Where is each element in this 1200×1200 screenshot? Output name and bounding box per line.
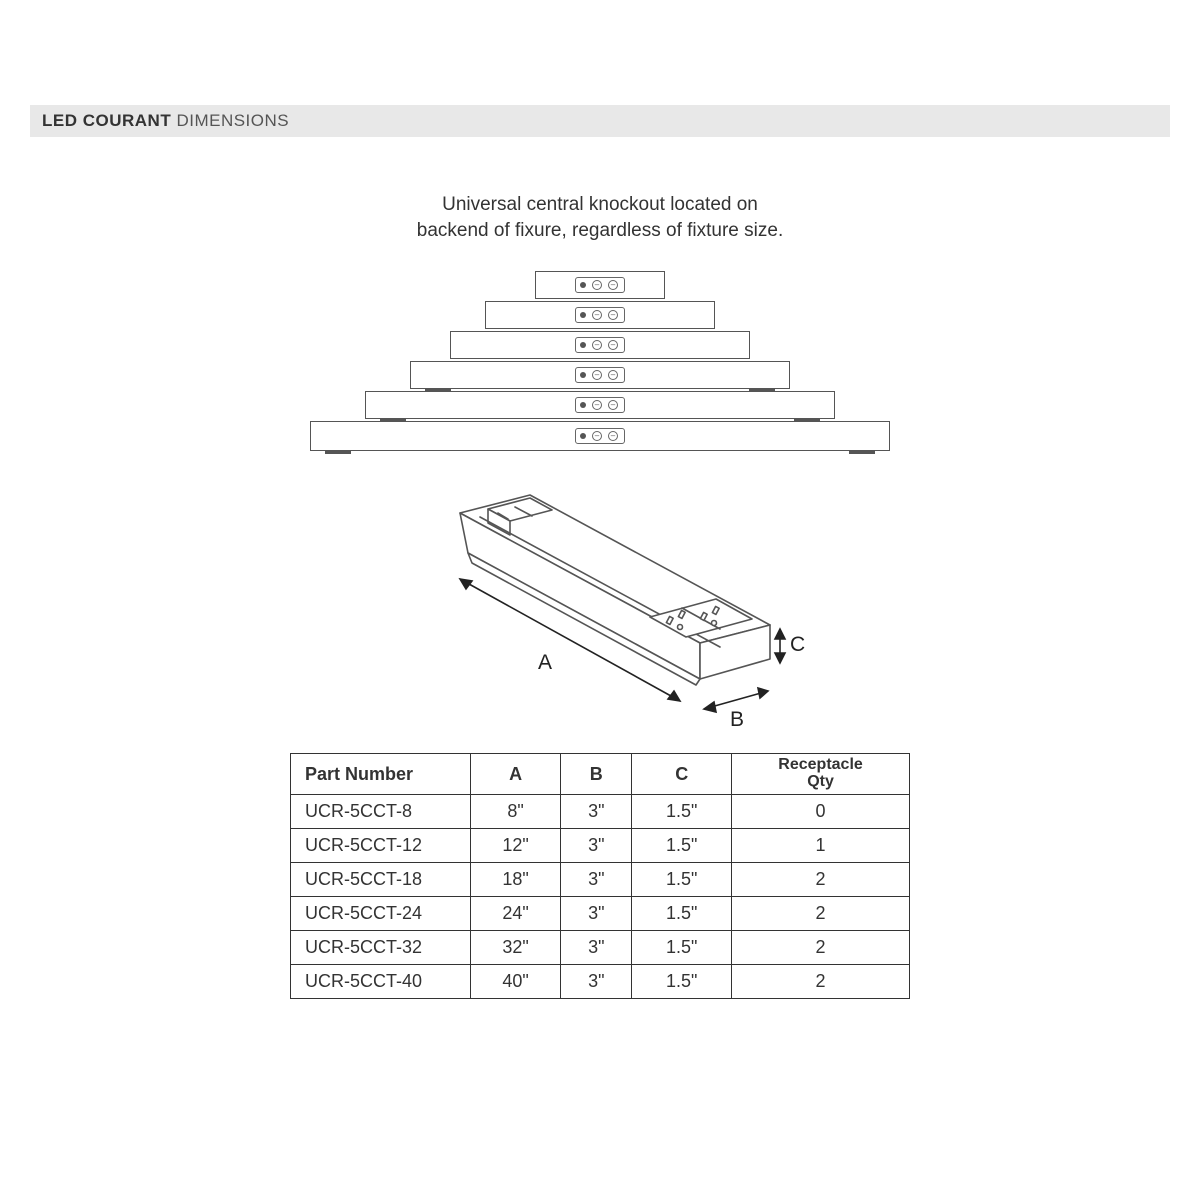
knockout-icon: –– [575, 397, 625, 413]
table-cell: 12" [471, 828, 561, 862]
fixture-bar: –– [535, 271, 665, 299]
table-cell: 1.5" [632, 794, 732, 828]
table-cell: 32" [471, 930, 561, 964]
dim-label-c: C [790, 633, 805, 657]
page: LED COURANT DIMENSIONS Universal central… [0, 0, 1200, 999]
fixture-bar: –– [450, 331, 750, 359]
fixture-bar: –– [410, 361, 790, 389]
table-cell: 1.5" [632, 930, 732, 964]
table-cell: UCR-5CCT-8 [291, 794, 471, 828]
table-row: UCR-5CCT-88"3"1.5"0 [291, 794, 910, 828]
table-cell: 2 [732, 930, 910, 964]
table-cell: UCR-5CCT-18 [291, 862, 471, 896]
table-row: UCR-5CCT-2424"3"1.5"2 [291, 896, 910, 930]
table-cell: 2 [732, 896, 910, 930]
knockout-icon: –– [575, 337, 625, 353]
isometric-diagram: A B C [380, 483, 820, 743]
table-cell: 3" [561, 862, 632, 896]
caption-line-2: backend of fixure, regardless of fixture… [0, 218, 1200, 244]
knockout-icon: –– [575, 367, 625, 383]
table-row: UCR-5CCT-1212"3"1.5"1 [291, 828, 910, 862]
knockout-icon: –– [575, 428, 625, 444]
table-cell: 1.5" [632, 828, 732, 862]
table-cell: 1.5" [632, 862, 732, 896]
knockout-icon: –– [575, 307, 625, 323]
table-cell: 3" [561, 896, 632, 930]
table-cell: 18" [471, 862, 561, 896]
table-cell: UCR-5CCT-40 [291, 964, 471, 998]
table-cell: 2 [732, 964, 910, 998]
section-title-bar: LED COURANT DIMENSIONS [30, 105, 1170, 137]
dimensions-table: Part NumberABCReceptacleQtyUCR-5CCT-88"3… [290, 753, 910, 999]
table-cell: 1.5" [632, 896, 732, 930]
title-bold: LED COURANT [42, 111, 171, 130]
table-cell: 24" [471, 896, 561, 930]
table-cell: 1.5" [632, 964, 732, 998]
table-cell: 2 [732, 862, 910, 896]
table-cell: 0 [732, 794, 910, 828]
table-header: B [561, 754, 632, 795]
table-cell: 3" [561, 930, 632, 964]
table-cell: UCR-5CCT-24 [291, 896, 471, 930]
caption-line-1: Universal central knockout located on [0, 192, 1200, 218]
table-cell: 1 [732, 828, 910, 862]
table-cell: UCR-5CCT-32 [291, 930, 471, 964]
table-header: Part Number [291, 754, 471, 795]
caption: Universal central knockout located on ba… [0, 192, 1200, 243]
table-row: UCR-5CCT-1818"3"1.5"2 [291, 862, 910, 896]
dim-label-b: B [730, 708, 744, 732]
table-cell: 3" [561, 794, 632, 828]
dim-label-a: A [538, 651, 552, 675]
table-header: C [632, 754, 732, 795]
table-header: ReceptacleQty [732, 754, 910, 795]
table-cell: 8" [471, 794, 561, 828]
table-row: UCR-5CCT-3232"3"1.5"2 [291, 930, 910, 964]
table-row: UCR-5CCT-4040"3"1.5"2 [291, 964, 910, 998]
table-cell: 3" [561, 828, 632, 862]
table-cell: UCR-5CCT-12 [291, 828, 471, 862]
table-cell: 3" [561, 964, 632, 998]
knockout-icon: –– [575, 277, 625, 293]
table-header: A [471, 754, 561, 795]
fixture-pyramid: –– –– –– –– –– –– [310, 271, 890, 453]
title-rest: DIMENSIONS [171, 111, 289, 130]
fixture-bar: –– [310, 421, 890, 451]
fixture-bar: –– [365, 391, 835, 419]
fixture-bar: –– [485, 301, 715, 329]
table-cell: 40" [471, 964, 561, 998]
